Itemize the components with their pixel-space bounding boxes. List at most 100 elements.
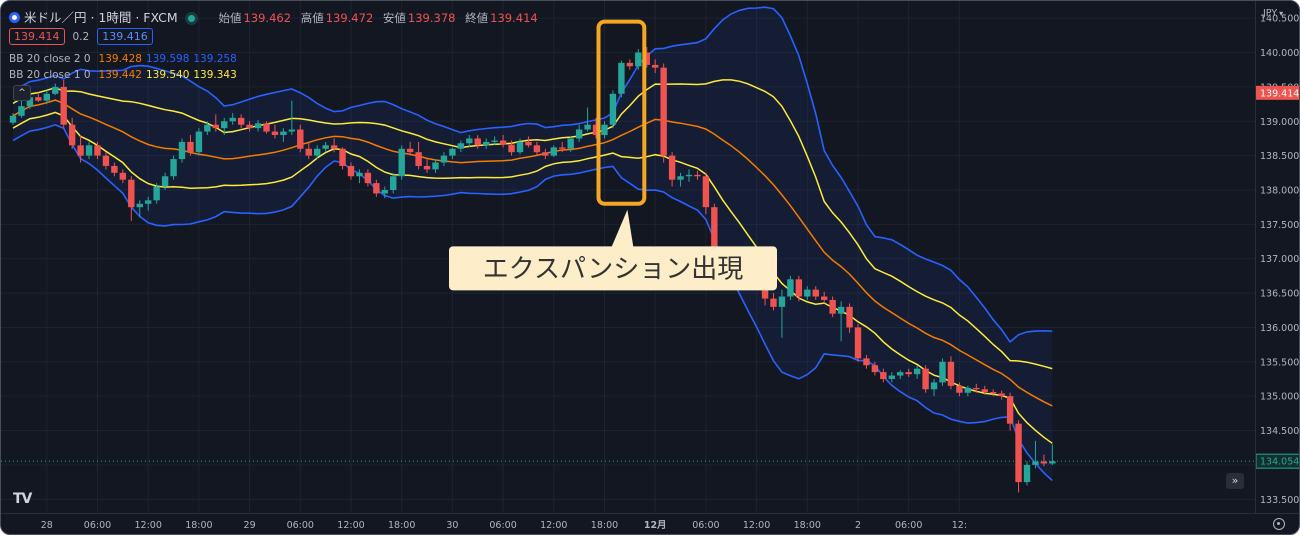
candle-body [888,375,895,379]
y-tick-label: 134.500 [1260,426,1299,437]
candle-body [601,124,608,136]
candle-body [711,207,718,256]
ask-button[interactable]: 139.416 [97,28,153,45]
indicator-basis-value: 139.442 [98,69,142,81]
candle-body [550,147,557,156]
candle-body [449,148,456,156]
x-tick-label: 12:00 [337,520,364,531]
bid-ask-row: 139.414 0.2 139.416 [9,28,153,45]
candle-body [939,361,946,383]
indicator-legend-bb1[interactable]: BB 20 close 1 0 139.442 139.540 139.343 [9,69,237,81]
candle-body [237,117,245,125]
candle-body [145,200,152,204]
candle-body [111,165,118,173]
candle-body [525,141,532,146]
x-tick-label: 18:00 [794,520,821,531]
price-axis[interactable]: 140.500140.000139.500139.000138.500138.0… [1255,1,1299,513]
symbol-title[interactable]: 米ドル／円 · 1時間 · FXCM [24,10,178,25]
indicator-legend-bb2[interactable]: BB 20 close 2 0 139.428 139.598 139.258 [9,53,237,65]
currency-selector[interactable]: JPY [1263,8,1283,19]
y-tick-label: 139.000 [1260,117,1299,128]
candle-body [635,52,642,67]
x-tick-label: 12: [952,520,967,531]
close-label: 終値 [465,11,489,25]
price-tag-label: 139.414 [1260,88,1299,99]
bb1-upper-line [12,79,1053,370]
tradingview-logo-icon[interactable]: TV [13,491,32,507]
candle-body [880,372,887,379]
settings-gear-icon[interactable] [1273,518,1285,530]
bb2-lower-line [12,123,1053,482]
candle-body [263,123,270,132]
candle-body [457,143,465,149]
candle-body [43,93,50,101]
expansion-callout: エクスパンション出現 [449,209,777,291]
indicator-upper-value: 139.540 [145,69,190,81]
candle-body [322,145,329,149]
spread-value: 0.2 [72,31,90,43]
candle-body [178,141,186,160]
x-tick-label: 06:00 [692,520,719,531]
candle-body [821,296,828,300]
candle-body [694,174,701,177]
time-axis[interactable]: 28 06:00 12:00 18:00 29 06:00 12:00 18:00 30 06:0… [1,513,1299,534]
candle-body [406,148,414,153]
candle-body [170,159,177,177]
price-tag [1256,85,1299,100]
expansion-highlight-box [596,19,647,206]
bid-button[interactable]: 139.414 [9,28,65,45]
x-tick-label: 06:00 [489,520,516,531]
indicator-label: BB 20 close 2 0 [9,53,91,65]
x-tick-label: 12:00 [743,520,770,531]
bb1-lower-line [12,111,1053,444]
candle-body [854,327,862,359]
candle-body [347,165,355,177]
candle-body [660,67,667,156]
candle-body [652,64,659,68]
candle-body [618,62,625,94]
candle-body [1015,423,1022,483]
indicator-lower-value: 139.343 [193,69,237,81]
candle-body [398,148,405,177]
plot-area[interactable]: エクスパンション出現 米ドル／円 · 1時間 · FXCM 始値 139.462 … [1,1,1255,513]
candle-body [973,387,980,390]
candle-body [68,124,76,146]
symbol-header: 米ドル／円 · 1時間 · FXCM 始値 139.462 高値 139.472 安… [9,7,538,26]
candles [9,47,1056,493]
candle-body [516,141,524,153]
candle-body [204,124,211,132]
indicator-basis-value: 139.428 [98,53,142,65]
candle-body [584,124,591,130]
candle-body [1040,461,1048,464]
high-value: 139.472 [325,11,374,25]
scroll-right-icon[interactable]: » [1226,473,1244,489]
bb2-upper-line [12,6,1053,344]
candle-body [964,387,972,393]
candle-body [330,145,338,149]
candle-body [85,145,93,156]
candle-body [26,97,34,107]
callout-text: エクスパンション出現 [483,254,744,284]
candle-body [483,141,490,146]
low-label: 安値 [382,11,406,25]
candle-body [871,365,879,373]
candle-body [981,389,988,393]
collapse-icon[interactable]: ^ [13,85,31,101]
candle-body [280,131,287,136]
bb-basis-line [12,99,1053,407]
candlestick-chart[interactable]: エクスパンション出現 [1,1,1255,513]
x-tick-label: 28 [41,520,53,531]
candle-body [559,147,566,149]
candle-body [136,203,143,208]
x-tick-label: 29 [244,520,256,531]
candle-body [381,189,388,194]
candle-body [863,358,870,366]
candle-body [474,138,481,146]
candle-body [643,52,650,65]
candle-body [305,148,312,156]
candle-body [837,306,845,314]
x-tick-label: 06:00 [287,520,314,531]
candle-body [947,361,955,386]
candle-body [161,176,169,187]
